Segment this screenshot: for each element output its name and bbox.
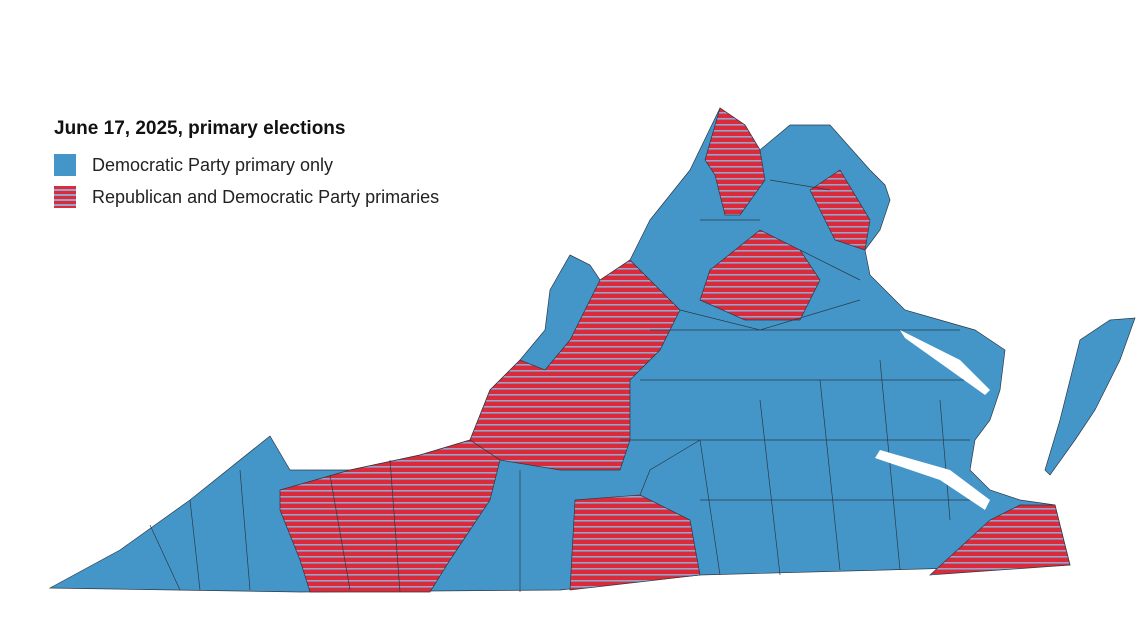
- region: [569, 494, 701, 591]
- legend-title: June 17, 2025, primary elections: [54, 118, 346, 139]
- region: [699, 229, 821, 321]
- eastern-shore: [1044, 317, 1136, 476]
- region: [929, 504, 1071, 576]
- water: [875, 330, 990, 510]
- region: [279, 439, 501, 593]
- region: [469, 259, 681, 471]
- legend-label: Democratic Party primary only: [92, 154, 334, 175]
- county-line: [149, 179, 980, 593]
- state: [48, 107, 1136, 593]
- legend-item: Democratic Party primary only: [54, 154, 439, 176]
- region: [704, 107, 766, 216]
- county-lines: [149, 179, 980, 593]
- legend-label: Republican and Democratic Party primarie…: [92, 186, 440, 207]
- legend-swatch: [54, 186, 76, 208]
- legend-swatch: [54, 154, 76, 176]
- legend-item: Republican and Democratic Party primarie…: [54, 186, 439, 208]
- region: [809, 169, 871, 251]
- dual-primary-regions: [279, 107, 1071, 593]
- legend: June 17, 2025, primary elections Democra…: [54, 118, 439, 218]
